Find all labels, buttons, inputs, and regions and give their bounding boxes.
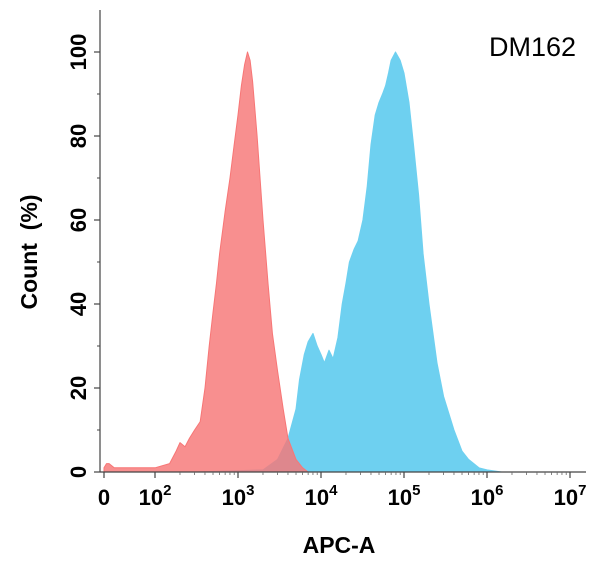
x-tick-label: 102	[139, 482, 172, 510]
y-tick-label: 60	[66, 208, 91, 232]
y-tick-label: 80	[66, 124, 91, 148]
x-tick-label: 103	[222, 482, 255, 510]
chart-annotation: DM162	[489, 32, 576, 62]
y-tick-label: 20	[66, 376, 91, 400]
y-tick-label: 40	[66, 292, 91, 316]
y-tick-label: 0	[66, 466, 91, 478]
x-axis-ticks: 0 102 103 104 105 106 107	[98, 472, 587, 510]
series-2-area	[103, 51, 309, 473]
x-tick-label: 105	[388, 482, 421, 510]
x-tick-label: 107	[554, 482, 587, 510]
series-1-area	[194, 51, 503, 473]
plot-series	[103, 51, 503, 473]
x-axis-title: APC-A	[303, 532, 376, 558]
y-tick-label: 100	[66, 34, 91, 71]
y-axis-ticks: 0 20 40 60 80 100	[66, 34, 100, 478]
x-tick-label: 0	[98, 485, 110, 510]
x-tick-label: 104	[305, 482, 338, 510]
y-axis-title: Count (%)	[16, 195, 42, 310]
x-tick-label: 106	[471, 482, 504, 510]
